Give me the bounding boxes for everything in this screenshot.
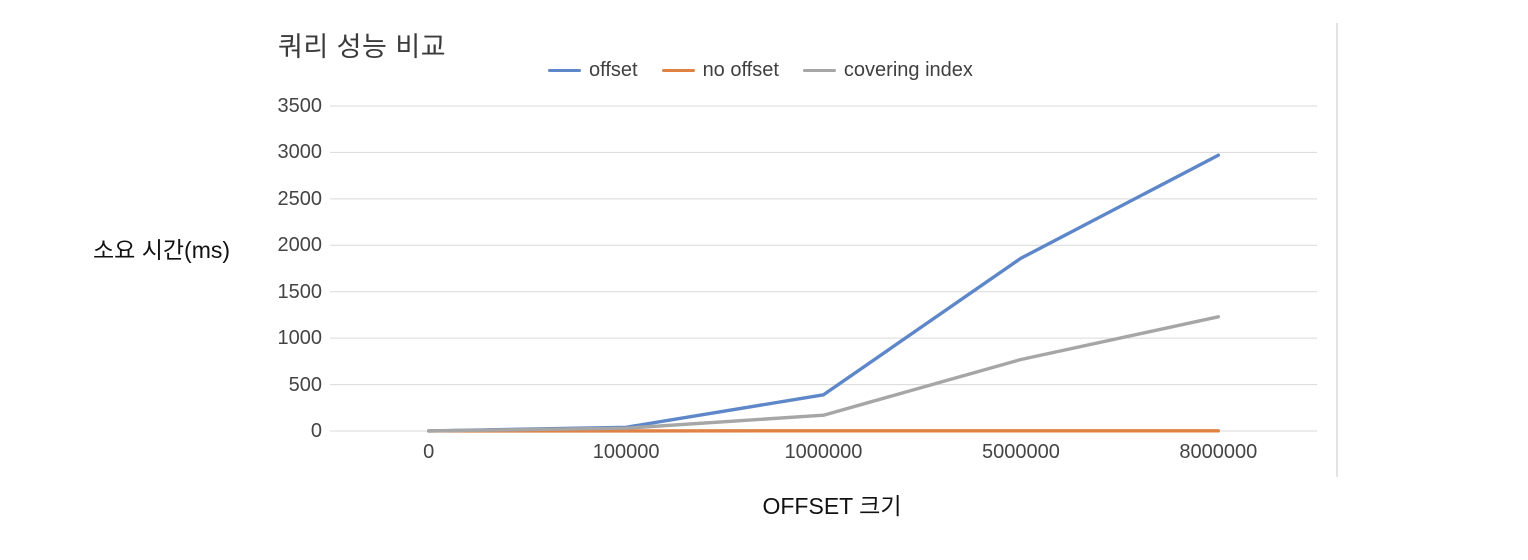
y-axis-title: 소요 시간(ms)	[93, 237, 231, 263]
legend-label: no offset	[702, 58, 779, 81]
legend-line-swatch	[548, 68, 581, 72]
series-line-covering-index	[426, 315, 1220, 433]
y-tick-label: 2000	[277, 234, 323, 257]
chart-legend: offset no offset covering index	[548, 57, 973, 83]
x-tick-label: 5000000	[981, 441, 1060, 463]
line-chart-plot	[330, 105, 1317, 433]
legend-line-swatch	[661, 68, 695, 72]
legend-item-no-offset: no offset	[661, 58, 779, 82]
chart-title: 쿼리 성능 비교	[278, 32, 447, 62]
x-tick-label: 100000	[592, 441, 660, 463]
y-tick-label: 1500	[277, 280, 323, 303]
page-right-border	[1336, 23, 1338, 477]
legend-label: covering index	[843, 58, 973, 81]
y-tick-label: 3500	[277, 95, 323, 117]
y-tick-label: 1000	[277, 327, 323, 350]
x-tick-label: 8000000	[1179, 441, 1258, 463]
y-tick-label: 3000	[277, 141, 323, 164]
legend-item-covering-index: covering index	[802, 58, 973, 82]
x-axis-title: OFFSET 크기	[762, 493, 902, 519]
series-line-offset	[426, 153, 1220, 433]
y-tick-label: 500	[288, 373, 322, 396]
x-tick-label: 0	[423, 441, 435, 463]
y-tick-label: 2500	[277, 187, 323, 210]
x-tick-label: 1000000	[784, 441, 863, 463]
legend-label: offset	[589, 58, 638, 81]
y-tick-label: 0	[310, 420, 322, 442]
legend-line-swatch	[802, 68, 836, 72]
legend-item-offset: offset	[548, 59, 638, 82]
